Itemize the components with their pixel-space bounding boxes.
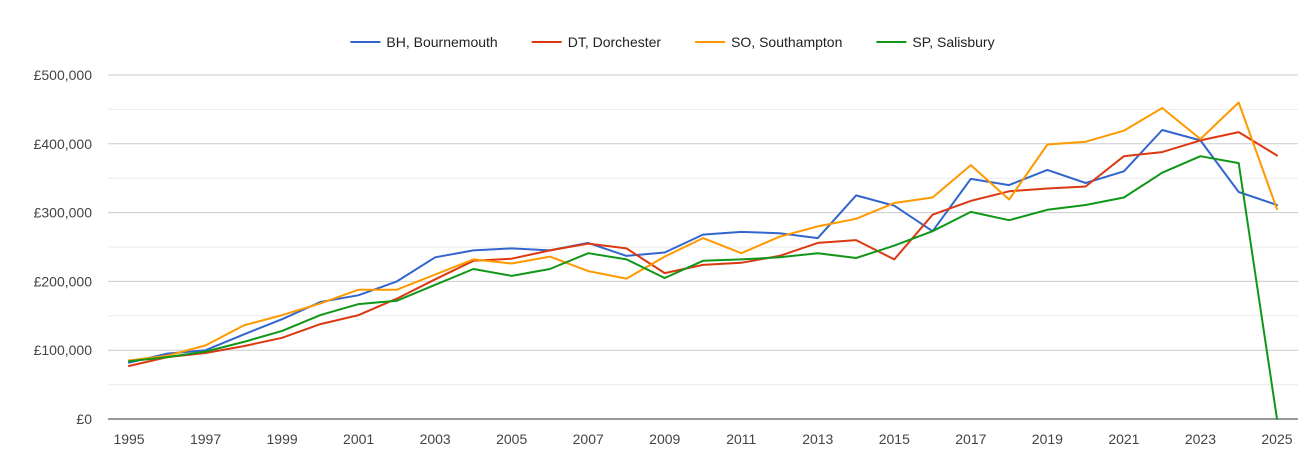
y-tick-label: £300,000 — [34, 205, 93, 221]
legend-item: SP, Salisbury — [876, 34, 995, 50]
series-line — [128, 131, 1278, 367]
y-tick-label: £0 — [76, 411, 92, 427]
x-axis-ticks: 1995 1997 1999 2001 2003 2005 2007 2009 2011 2013… — [113, 431, 1292, 447]
x-tick-label: 2017 — [955, 431, 986, 447]
x-tick-label: 2009 — [649, 431, 680, 447]
series-line — [128, 129, 1278, 364]
x-tick-label: 2005 — [496, 431, 527, 447]
legend-label: DT, Dorchester — [568, 34, 662, 50]
y-tick-label: £200,000 — [34, 273, 93, 289]
gridlines — [108, 74, 1298, 351]
x-tick-label: 2011 — [726, 431, 756, 447]
legend-label: BH, Bournemouth — [386, 34, 497, 50]
x-tick-label: 2001 — [343, 431, 374, 447]
legend-item: DT, Dorchester — [531, 34, 662, 50]
x-tick-label: 2023 — [1185, 431, 1216, 447]
x-tick-label: 2025 — [1261, 431, 1292, 447]
legend-item: BH, Bournemouth — [350, 34, 498, 50]
x-tick-label: 1997 — [190, 431, 221, 447]
x-tick-label: 2003 — [420, 431, 451, 447]
x-tick-label: 2013 — [802, 431, 833, 447]
x-tick-label: 1999 — [267, 431, 298, 447]
legend-label: SP, Salisbury — [912, 34, 994, 50]
x-tick-label: 1995 — [113, 431, 144, 447]
y-tick-label: £400,000 — [34, 136, 93, 152]
y-tick-label: £100,000 — [34, 342, 93, 358]
y-axis-ticks: £0 £100,000 £200,000 £300,000 £400,000 £500,0… — [34, 67, 93, 427]
y-tick-label: £500,000 — [34, 67, 93, 83]
x-tick-label: 2021 — [1108, 431, 1139, 447]
x-tick-label: 2007 — [573, 431, 604, 447]
legend-label: SO, Southampton — [731, 34, 842, 50]
x-tick-label: 2019 — [1032, 431, 1063, 447]
series-line — [128, 155, 1278, 420]
minor-gridlines — [108, 108, 1298, 386]
series-line — [128, 101, 1278, 362]
legend-item: SO, Southampton — [695, 34, 842, 50]
legend: BH, Bournemouth DT, Dorchester SO, Southam… — [350, 34, 995, 50]
series-lines — [128, 101, 1278, 420]
x-tick-label: 2015 — [879, 431, 910, 447]
